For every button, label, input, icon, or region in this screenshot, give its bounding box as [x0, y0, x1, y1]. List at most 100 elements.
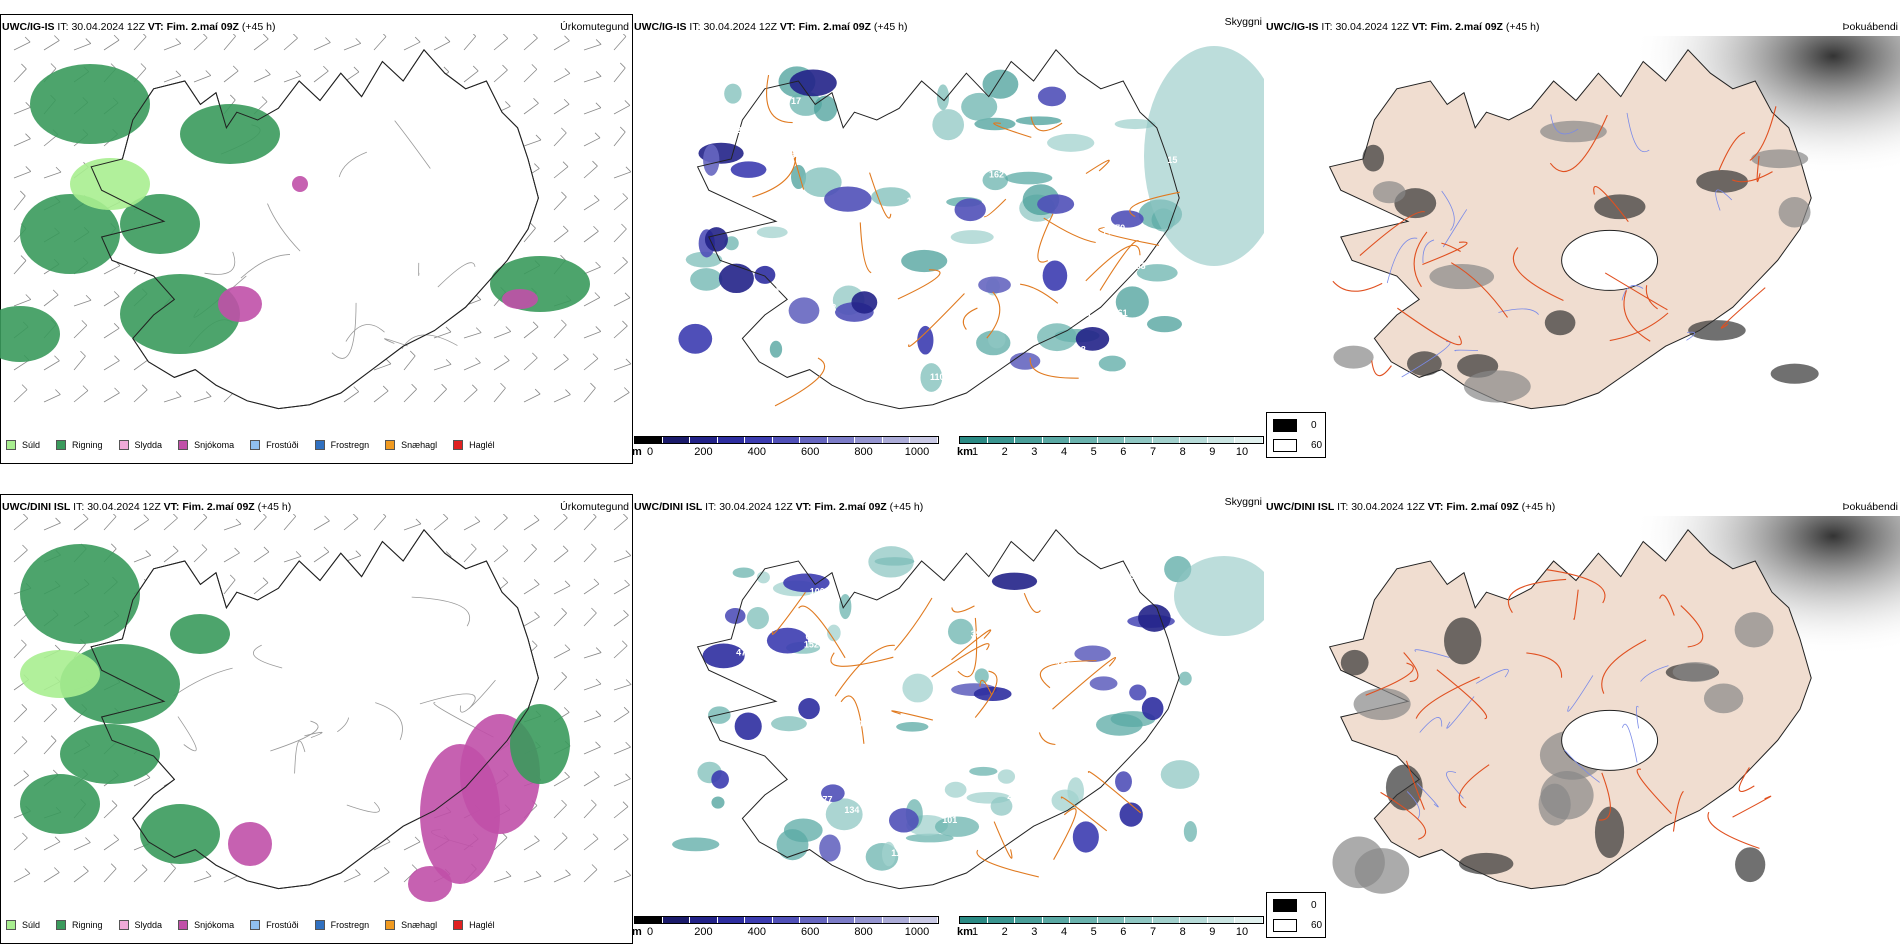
wind-barb — [433, 364, 452, 371]
colorbar-tick: 6 — [1120, 926, 1127, 938]
panel-header: UWC/DINI ISL IT: 30.04.2024 12Z VT: Fim.… — [634, 501, 924, 513]
wind-barb — [613, 261, 628, 275]
wind-barb-flag — [595, 647, 602, 653]
colorbar-segment — [1125, 437, 1153, 443]
wind-barb-flag — [353, 386, 359, 392]
legend-swatch — [1273, 419, 1297, 432]
panel-header: UWC/DINI ISL IT: 30.04.2024 12Z VT: Fim.… — [1266, 501, 1556, 513]
colorbar-tick: 3 — [1031, 926, 1038, 938]
wind-barb — [613, 778, 631, 787]
wind-barb — [103, 327, 120, 339]
colorbar-tick: 400 — [747, 926, 766, 938]
wind-barb-flag — [471, 543, 477, 550]
precip-area — [510, 704, 570, 784]
wind-barb — [403, 523, 422, 531]
wind-barb — [433, 518, 449, 531]
colorbar-segment — [1097, 917, 1126, 923]
low-visibility-area — [901, 249, 948, 273]
wind-barb-flag — [23, 770, 29, 776]
wind-barb — [523, 840, 540, 851]
low-visibility-area — [756, 226, 788, 239]
wind-barb — [223, 579, 236, 595]
wind-barb — [223, 70, 239, 83]
wind-barb-flag — [24, 868, 31, 874]
wind-barb-flag — [25, 133, 31, 139]
wind-barb — [553, 196, 567, 211]
colorbar-segment — [882, 437, 911, 443]
precip-type-panel-row2: UWC/DINI ISL IT: 30.04.2024 12Z VT: Fim.… — [0, 494, 633, 944]
wind-barb-flag — [292, 514, 297, 517]
colorbar-tick: 0 — [646, 446, 654, 458]
cloud-base-label: 196 — [1056, 660, 1071, 670]
colorbar-unit: km — [957, 446, 973, 458]
wind-barb — [493, 517, 508, 531]
wind-barb — [13, 138, 31, 147]
colorbar-tick: 7 — [1149, 446, 1157, 458]
wind-barb-flag — [21, 736, 28, 742]
cloud-base-labels: 17 109 168 1482 123 136 316 173 90 45 39 15 152 61 70 1… — [707, 85, 1185, 387]
low-visibility-area — [827, 624, 841, 642]
wind-barb-flag — [622, 801, 629, 807]
precip-legend-item: Frostúði — [250, 920, 299, 930]
legend-label: Frostregn — [330, 440, 370, 450]
low-visibility-area — [896, 721, 929, 732]
wind-barb-flag — [531, 64, 538, 70]
wind-barb-flag — [113, 291, 120, 297]
colorbar-tick: 200 — [694, 446, 713, 458]
wind-barb-flag — [445, 551, 452, 557]
wind-barb — [193, 549, 208, 563]
wind-barb — [583, 683, 602, 691]
wind-barb — [133, 389, 148, 403]
low-visibility-area — [950, 230, 994, 245]
wind-barb — [553, 676, 567, 691]
wind-barb — [613, 584, 630, 595]
wind-barb-flag — [534, 835, 540, 841]
wind-barb — [13, 613, 28, 627]
roads — [771, 591, 1142, 878]
wind-barb — [583, 297, 601, 307]
wind-barb — [613, 746, 631, 755]
colorbar-segment — [1152, 917, 1181, 923]
wind-barb — [103, 868, 117, 883]
wind-barb-flag — [502, 64, 508, 71]
wind-barb-flag — [531, 543, 537, 550]
wind-barb-flag — [623, 833, 629, 840]
wind-barb-flag — [382, 34, 387, 37]
colorbar-segment — [1070, 437, 1098, 443]
colorbar-segment — [960, 917, 988, 923]
wind-barb-flag — [262, 577, 269, 583]
wind-barb-flag — [172, 514, 178, 519]
wind-barb-flag — [22, 832, 28, 839]
wind-barb-flag — [624, 292, 631, 299]
wind-barb-flag — [621, 640, 628, 647]
wind-barb-flag — [534, 611, 540, 618]
low-visibility-area — [1115, 286, 1149, 318]
cloud-base-label: 1482 — [907, 196, 927, 206]
colorbar-tick: 2 — [1001, 446, 1008, 458]
panel-header: UWC/IG-IS IT: 30.04.2024 12Z VT: Fim. 2.… — [1266, 21, 1540, 33]
wind-barb — [433, 388, 447, 403]
low-visibility-area — [1098, 355, 1126, 372]
colorbar-segment — [745, 917, 773, 923]
fog-shading-area — [1459, 852, 1514, 875]
precip-type-panel-row1: UWC/IG-IS IT: 30.04.2024 12Z VT: Fim. 2.… — [0, 14, 633, 464]
wind-barb — [313, 42, 331, 51]
wind-barb-flag — [383, 867, 390, 873]
wind-barb — [523, 548, 537, 563]
cloud-base-label: 101 — [1022, 377, 1037, 387]
cloud-base-label: 78 — [1125, 571, 1135, 581]
legend-swatch — [314, 440, 325, 450]
precip-area — [0, 306, 60, 362]
wind-barb — [103, 839, 119, 851]
low-ceiling-area — [821, 784, 845, 802]
wind-barb-flag — [54, 836, 61, 843]
wind-barb — [583, 76, 602, 83]
low-visibility-area — [990, 796, 1013, 816]
colorbar-segment — [855, 917, 883, 923]
colorbar-tick: 5 — [1090, 446, 1097, 458]
colorbar-tick: 6 — [1120, 446, 1127, 458]
cloud-base-label: 66 — [1155, 351, 1165, 361]
cloud-base-label: 109 — [1170, 355, 1185, 365]
wind-barb-flag — [382, 514, 387, 517]
cloud-base-label: 57 — [729, 597, 739, 607]
